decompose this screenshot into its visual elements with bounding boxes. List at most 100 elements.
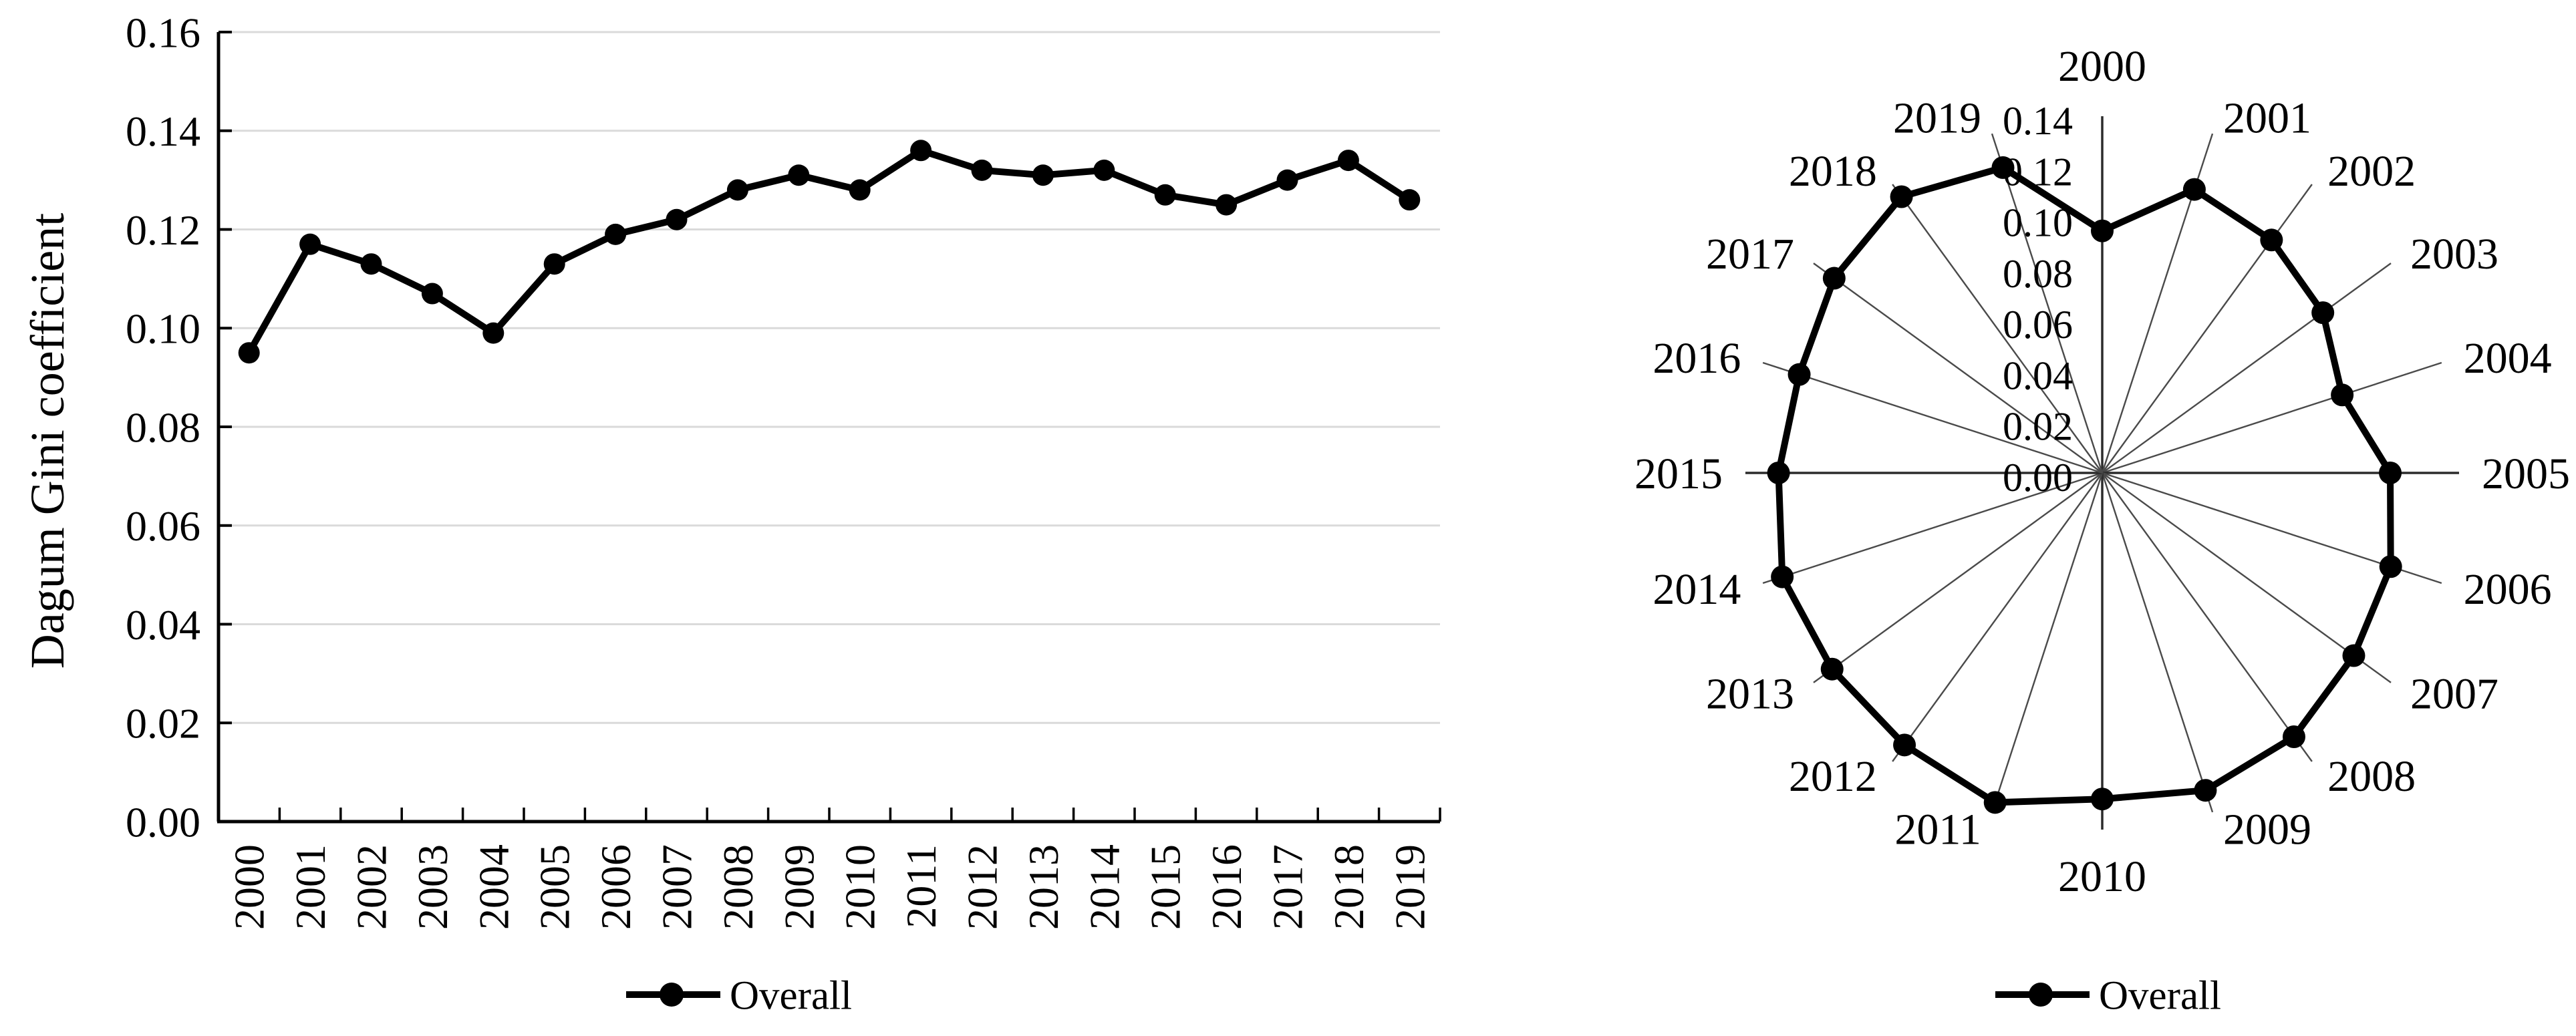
radar-spoke-2013 [1813,472,2103,683]
radar-data-point-2001 [2182,178,2206,201]
data-point-2015 [1154,184,1176,206]
data-point-2013 [1032,164,1054,186]
y-tick-label: 0.00 [126,798,200,846]
y-tick-label: 0.04 [126,601,200,649]
radar-data-point-2004 [2331,383,2354,407]
radar-data-point-2013 [1820,657,1844,681]
y-tick-label: 0.10 [126,305,200,353]
y-tick-label: 0.16 [126,9,200,56]
radar-data-point-2002 [2260,228,2283,252]
radar-category-label-2010: 2010 [2058,852,2146,901]
x-tick-label: 2016 [1203,844,1250,930]
radial-tick-label: 0.04 [2003,353,2073,397]
radar-category-label-2001: 2001 [2223,94,2311,143]
radar-category-label-2013: 2013 [1706,669,1794,718]
radar-data-point-2016 [1787,363,1811,386]
radial-tick-label: 0.00 [2003,456,2073,500]
radar-spoke-2011 [1991,472,2104,813]
data-point-2012 [971,159,993,181]
radar-category-label-2012: 2012 [1789,752,1877,801]
x-tick-label: 2012 [959,844,1006,930]
data-point-2003 [421,283,443,305]
data-point-2002 [360,253,382,275]
y-tick-label: 0.06 [126,502,200,550]
x-tick-label: 2009 [775,844,823,930]
x-tick-label: 2019 [1386,844,1433,930]
radar-category-label-2006: 2006 [2464,565,2552,614]
x-tick-label: 2005 [531,844,579,930]
data-point-2004 [482,322,505,344]
data-point-2001 [299,233,321,255]
data-point-2000 [238,342,260,364]
radar-data-point-2006 [2379,555,2402,578]
radar-category-label-2011: 2011 [1894,806,1981,854]
radar-data-point-2005 [2379,462,2402,484]
x-tick-label: 2015 [1142,844,1189,930]
radar-category-label-2000: 2000 [2058,42,2146,91]
x-tick-label: 2017 [1264,844,1312,930]
data-point-2017 [1276,169,1298,191]
radar-data-point-2003 [2311,301,2335,325]
radial-tick-label: 0.14 [2003,99,2073,143]
data-point-2009 [788,164,810,186]
x-tick-label: 2011 [897,844,945,928]
x-tick-label: 2001 [287,844,334,930]
radar-spoke-2003 [2102,263,2392,474]
x-tick-label: 2010 [837,844,884,930]
radar-data-point-2000 [2091,219,2114,242]
radar-category-label-2018: 2018 [1789,147,1877,196]
x-tick-label: 2007 [654,844,701,930]
radar-category-label-2016: 2016 [1653,334,1741,383]
radar-spoke-2004 [2102,361,2442,474]
x-tick-label: 2014 [1081,844,1128,930]
radar-spoke-2008 [2102,472,2313,762]
line-chart-legend: Overall [626,973,852,1018]
radar-category-label-2014: 2014 [1653,565,1741,614]
x-tick-label: 2018 [1325,844,1373,930]
data-point-2005 [543,253,565,275]
x-tick-label: 2013 [1020,844,1067,930]
radar-data-point-2019 [1991,156,2015,179]
radar-category-label-2009: 2009 [2223,806,2311,854]
radar-category-label-2004: 2004 [2464,334,2552,383]
data-point-2016 [1215,194,1238,216]
line-chart-panel: 0.00 0.02 0.04 0.06 0.08 0.10 0.12 0.14 0.16 2000… [21,9,1441,1018]
radar-category-label-2003: 2003 [2410,230,2498,279]
data-point-2010 [849,179,871,201]
y-axis-title: Dagum Gini coefficient [21,213,74,669]
line-chart-legend-label: Overall [730,973,852,1018]
radar-data-point-2009 [2194,779,2217,802]
x-tick-label: 2008 [714,844,762,930]
data-point-2014 [1093,159,1115,181]
radar-spoke-2007 [2102,472,2392,683]
radar-spoke-2002 [2102,184,2313,474]
radar-spoke-2019 [1991,133,2104,474]
data-point-2008 [726,179,748,201]
radar-category-label-2007: 2007 [2410,669,2498,718]
radial-tick-label: 0.08 [2003,252,2073,296]
radar-spoke-2014 [1762,472,2103,584]
radar-data-point-2008 [2282,725,2305,748]
radar-category-label-2005: 2005 [2482,450,2570,498]
radar-spoke-2009 [2101,472,2214,813]
radial-tick-label: 0.02 [2003,405,2073,449]
line-chart-legend-dot-marker [660,983,684,1007]
radar-data-point-2010 [2091,788,2114,811]
radial-tick-label: 0.06 [2003,303,2073,347]
data-point-2019 [1399,189,1421,211]
radar-data-point-2017 [1822,267,1846,290]
x-tick-label: 2004 [470,844,517,930]
radar-spoke-2016 [1762,361,2103,474]
radar-category-label-2002: 2002 [2327,147,2416,196]
radar-chart-legend-label: Overall [2099,973,2221,1018]
x-tick-label: 2000 [226,844,273,930]
x-tick-label: 2002 [348,844,396,930]
radar-chart-legend: Overall [1995,973,2221,1018]
x-tick-label: 2003 [409,844,456,930]
radar-data-point-2014 [1771,565,1794,588]
radar-category-label-2017: 2017 [1706,230,1794,279]
overall-series-line [245,147,1413,357]
radar-spoke-2018 [1892,184,2103,474]
y-tick-label: 0.08 [126,403,200,451]
